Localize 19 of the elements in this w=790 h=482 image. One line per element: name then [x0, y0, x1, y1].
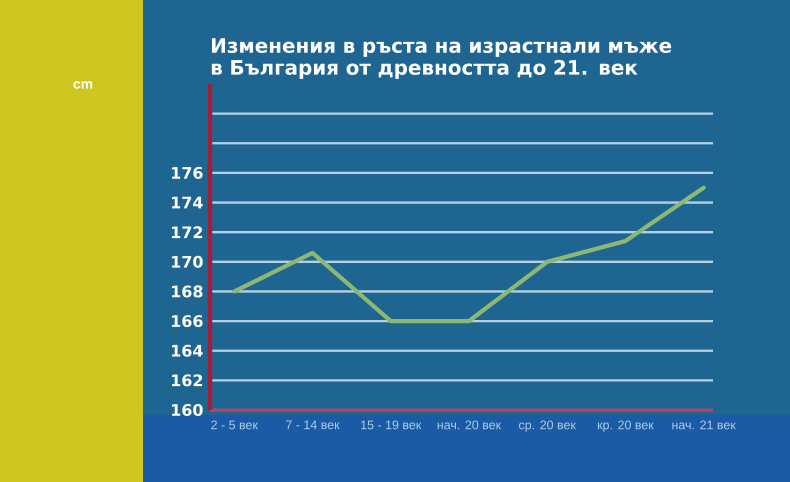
y-tick-label: 160 — [172, 404, 203, 416]
x-tick-label: нач. 20 век — [438, 420, 502, 430]
y-tick-label: 164 — [172, 344, 203, 357]
x-tick-label: ср. 20 век — [519, 420, 576, 432]
y-tick-label: 176 — [172, 166, 203, 179]
y-tick-label: 168 — [172, 285, 202, 298]
y-tick-label: 162 — [172, 374, 202, 386]
x-tick-label: кр. 20 век — [598, 420, 654, 432]
y-tick-label: 170 — [172, 256, 203, 268]
x-tick-label: нач. 21 век — [672, 420, 736, 430]
y-tick-label: 172 — [172, 226, 202, 238]
chart-title: Изменения в ръста на израстнали мъже в България от древността до 21. век — [212, 38, 672, 79]
y-tick-label: 174 — [172, 196, 203, 208]
x-tick-label: 7 - 14 век — [286, 420, 340, 430]
x-tick-label: 15 - 19 век — [361, 420, 422, 430]
x-tick-label: 2 - 5 век — [211, 420, 258, 430]
text: cm — [73, 81, 92, 89]
line-series — [232, 186, 706, 324]
y-tick-label: 166 — [172, 315, 203, 328]
